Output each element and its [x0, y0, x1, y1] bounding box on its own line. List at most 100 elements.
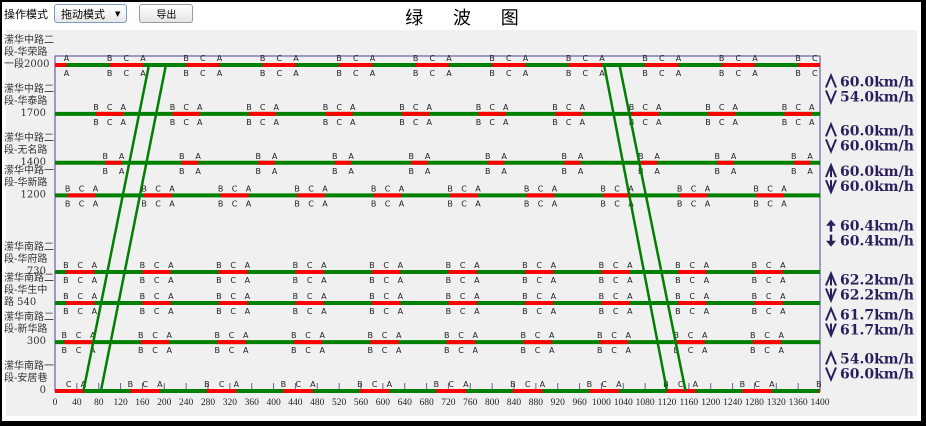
- green-band-line: [602, 64, 669, 392]
- phase-label: C: [536, 292, 542, 301]
- phase-label: A: [501, 152, 507, 161]
- mode-select[interactable]: 拖动模式 ▼: [54, 4, 128, 23]
- phase-label: B: [674, 331, 680, 340]
- phase-label: C: [413, 118, 419, 127]
- phase-label: A: [474, 292, 480, 301]
- x-tick-label: 1360: [789, 398, 808, 408]
- phase-label: B: [357, 380, 363, 389]
- phase-label: A: [474, 276, 480, 285]
- phase-label: C: [79, 184, 85, 193]
- x-tick-label: 960: [572, 398, 587, 408]
- phase-label: A: [157, 380, 163, 389]
- export-button[interactable]: 导出: [139, 4, 194, 23]
- phase-label: B: [599, 307, 605, 316]
- phase-label: A: [348, 152, 354, 161]
- phase-label: C: [583, 69, 589, 78]
- phase-label: A: [733, 118, 739, 127]
- phase-label: A: [704, 292, 710, 301]
- x-tick-label: 320: [223, 398, 238, 408]
- phase-label: B: [63, 307, 69, 316]
- phase-label: A: [396, 331, 402, 340]
- phase-label: B: [218, 199, 224, 208]
- phase-label: A: [293, 69, 299, 78]
- phase-label: B: [600, 184, 606, 193]
- phase-label: B: [65, 199, 71, 208]
- phase-label: A: [140, 69, 146, 78]
- x-tick-label: 200: [157, 398, 172, 408]
- phase-label: A: [90, 346, 96, 355]
- x-tick-label: 920: [551, 398, 566, 408]
- phase-label: C: [383, 261, 389, 270]
- phase-label: A: [578, 167, 584, 176]
- phase-label: C: [538, 199, 544, 208]
- phase-label: B: [293, 292, 299, 301]
- phase-label: B: [510, 380, 516, 389]
- phase-label: A: [274, 103, 280, 112]
- phase-label: B: [332, 152, 338, 161]
- phase-label: A: [503, 118, 509, 127]
- phase-label: C: [689, 261, 695, 270]
- phase-label: C: [766, 307, 772, 316]
- x-tick-label: 1160: [680, 398, 699, 408]
- phase-label: B: [216, 292, 222, 301]
- intersection-label: 300: [27, 336, 46, 347]
- phase-label: C: [152, 346, 158, 355]
- phase-label: B: [642, 69, 648, 78]
- phase-label: B: [752, 292, 758, 301]
- phase-label: C: [611, 346, 617, 355]
- phase-label: C: [305, 346, 311, 355]
- phase-label: C: [124, 54, 130, 63]
- phase-label: A: [807, 167, 813, 176]
- phase-label: B: [552, 103, 558, 112]
- phase-label: A: [676, 54, 682, 63]
- x-tick-label: 400: [266, 398, 281, 408]
- phase-label: C: [383, 307, 389, 316]
- phase-label: B: [562, 152, 568, 161]
- phase-label: C: [260, 103, 266, 112]
- phase-label: B: [675, 276, 681, 285]
- phase-label: A: [140, 54, 146, 63]
- phase-label: B: [715, 167, 721, 176]
- phase-label: B: [332, 167, 338, 176]
- phase-label: C: [767, 199, 773, 208]
- phase-label: A: [472, 331, 478, 340]
- phase-label: B: [140, 292, 146, 301]
- phase-label: A: [549, 346, 555, 355]
- phase-label: A: [580, 118, 586, 127]
- phase-label: B: [323, 118, 329, 127]
- phase-label: A: [733, 103, 739, 112]
- phase-label: C: [566, 103, 572, 112]
- phase-label: A: [475, 199, 481, 208]
- phase-label: C: [688, 331, 694, 340]
- x-tick-label: 1040: [614, 398, 633, 408]
- phase-label: A: [64, 69, 70, 78]
- arrow-up-icon: [825, 305, 837, 321]
- phase-label: B: [485, 152, 491, 161]
- phase-label: A: [676, 69, 682, 78]
- phase-label: A: [321, 261, 327, 270]
- phase-label: C: [460, 276, 466, 285]
- phase-label: C: [107, 118, 113, 127]
- intersection-label: 段-华新路: [4, 175, 47, 188]
- phase-label: A: [654, 152, 660, 161]
- phase-label: B: [791, 167, 797, 176]
- phase-label: B: [170, 103, 176, 112]
- phase-label: A: [781, 199, 787, 208]
- phase-label: A: [197, 118, 203, 127]
- phase-label: C: [614, 184, 620, 193]
- phase-label: C: [642, 103, 648, 112]
- phase-label: A: [540, 380, 546, 389]
- phase-label: B: [476, 118, 482, 127]
- phase-label: C: [308, 184, 314, 193]
- phase-label: B: [599, 292, 605, 301]
- phase-label: B: [752, 307, 758, 316]
- phase-label: A: [217, 54, 223, 63]
- phase-label: C: [107, 103, 113, 112]
- phase-label: C: [536, 307, 542, 316]
- phase-label: B: [336, 69, 342, 78]
- phase-label: B: [434, 380, 440, 389]
- phase-label: A: [781, 184, 787, 193]
- phase-label: A: [310, 380, 316, 389]
- phase-label: C: [353, 69, 359, 78]
